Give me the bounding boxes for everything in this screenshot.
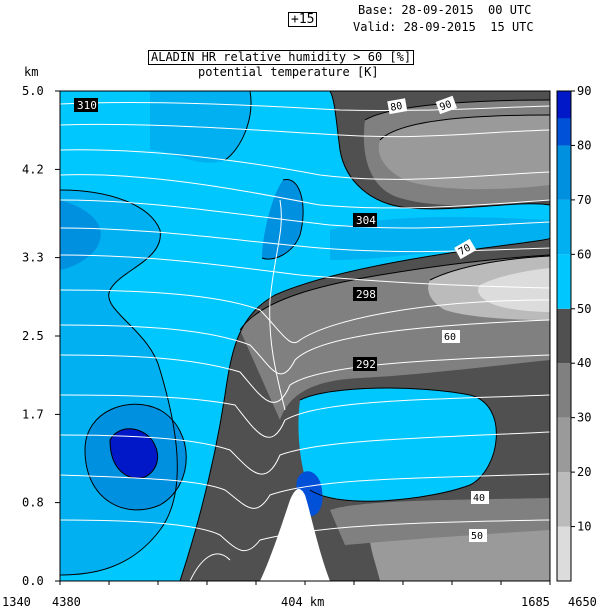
rh-contour-label: 40 [471, 491, 489, 504]
rh-contour-label: 70 [454, 238, 477, 260]
colorbar-tick-label: 90 [577, 84, 591, 98]
colorbar-segment [557, 526, 571, 581]
rh-contour-label-text: 80 [390, 101, 404, 114]
colorbar: 10 20 30 40 50 60 70 80 90 [556, 84, 591, 582]
colorbar-segment [557, 472, 571, 527]
y-tick-label: 0.8 [22, 496, 44, 510]
x-label-center: 404 km [281, 595, 325, 609]
colorbar-tick-label: 50 [577, 302, 591, 316]
rh-contour-label: 80 [387, 98, 408, 115]
rh-contour-label: 60 [442, 330, 460, 343]
y-tick-label: 4.2 [22, 162, 44, 176]
y-tick-label: 1.7 [22, 407, 44, 421]
colorbar-segment [557, 199, 571, 255]
y-tick-label: 0.0 [22, 574, 44, 588]
colorbar-tick-label: 40 [577, 356, 591, 370]
theta-label-box [353, 357, 377, 371]
chart-subtitle: potential temperature [K] [198, 65, 379, 79]
field-dry-30-lower [330, 498, 550, 545]
x-label-right: 1685 [521, 595, 550, 609]
rh-contour-label-text: 50 [471, 531, 483, 542]
theta-labels: 310 304 298 292 [74, 98, 377, 371]
theta-isentropes [60, 102, 550, 581]
colorbar-frame [556, 90, 572, 582]
colorbar-segment [557, 254, 571, 309]
colorbar-segment [557, 145, 571, 200]
colorbar-tick-label: 60 [577, 247, 591, 261]
theta-label: 304 [356, 214, 376, 227]
y-axis-ticks: 0.0 0.8 1.7 2.5 3.3 4.2 5.0 [22, 84, 551, 588]
x-label-right2: 4650 [568, 595, 597, 609]
y-axis-unit: km [24, 65, 39, 79]
base-time-label: Base: 28-09-2015 00 UTC [358, 3, 532, 17]
field-rh-60-tongue [298, 388, 497, 502]
field-rh-80-left [60, 200, 101, 270]
y-tick-label: 5.0 [22, 84, 44, 98]
colorbar-tick-label: 70 [577, 193, 591, 207]
theta-label: 310 [77, 99, 97, 112]
theta-label-box [74, 98, 98, 112]
theta-label-box [353, 213, 377, 227]
rh-labels: 40 90 80 70 60 50 [387, 95, 489, 542]
forecast-step-label: +15 [288, 12, 318, 27]
rh-contour-label-text: 90 [438, 99, 453, 113]
x-label-left: 1340 [2, 595, 31, 609]
field-rh-90-core [110, 428, 158, 479]
terrain-mountain [260, 488, 330, 581]
colorbar-tick-label: 10 [577, 520, 591, 534]
field-dry-30 [378, 115, 550, 190]
rh-contours [60, 91, 550, 581]
rh-contour-label-text: 70 [457, 243, 473, 259]
y-tick-label: 3.3 [22, 251, 44, 265]
colorbar-segment [557, 417, 571, 473]
colorbar-top-segment [557, 91, 571, 119]
colorbar-segment [557, 308, 571, 364]
x-label-left2: 4380 [52, 595, 81, 609]
theta-label-box [353, 287, 377, 301]
theta-label: 298 [356, 288, 376, 301]
colorbar-tick-label: 30 [577, 411, 591, 425]
valid-time-label: Valid: 28-09-2015 15 UTC [353, 20, 534, 34]
y-tick-label: 2.5 [22, 329, 44, 343]
colorbar-tick-label: 80 [577, 138, 591, 152]
rh-contour-label-text: 60 [444, 332, 456, 343]
colorbar-segment [557, 363, 571, 418]
theta-label: 292 [356, 358, 376, 371]
rh-contour-label: 90 [435, 95, 458, 115]
colorbar-tick-label: 20 [577, 465, 591, 479]
rh-contour-label-text: 40 [473, 493, 485, 504]
chart-title: ALADIN HR relative humidity > 60 [%] [148, 50, 415, 65]
plot-area [60, 91, 550, 581]
rh-contour-label: 50 [469, 529, 487, 542]
